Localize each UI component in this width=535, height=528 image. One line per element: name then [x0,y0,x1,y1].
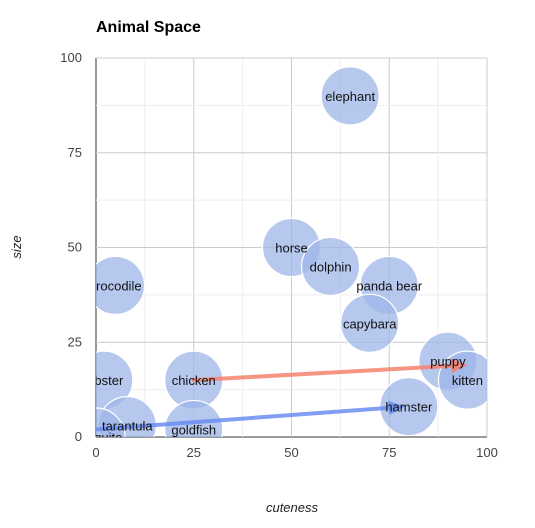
y-tick-label: 0 [75,429,82,444]
x-axis-label: cuteness [266,500,319,515]
data-point-label: panda bear [356,278,422,293]
data-point-label: goldfish [171,422,216,437]
arrow-head [388,400,405,415]
y-axis-label: size [9,235,24,258]
data-point-label: capybara [343,316,397,331]
data-point [301,236,361,297]
x-tick-label: 0 [92,445,99,460]
data-point-label: horse [275,241,308,256]
data-point-label: lobster [84,373,124,388]
x-tick-label: 75 [382,445,396,460]
data-point [96,255,146,315]
data-point [320,66,380,126]
x-tick-label: 25 [187,445,201,460]
y-tick-label: 50 [68,240,82,255]
data-point-label: dolphin [310,259,352,274]
data-points [96,66,487,437]
data-point-label: hamster [385,400,433,415]
data-point-label: puppy [430,354,466,369]
data-point [340,293,400,353]
y-tick-label: 25 [68,334,82,349]
data-point-label: tarantula [102,419,153,434]
y-tick-label: 75 [68,145,82,160]
x-tick-label: 50 [284,445,298,460]
data-point-label: crocodile [90,278,142,293]
arrow-line [191,363,454,383]
arrow-head [451,358,468,373]
data-point-label: mosquito [70,430,123,445]
chart-title: Animal Space [96,19,201,36]
tick-labels: 0 25 50 75 100 0 25 50 75 100 [60,50,498,460]
data-point-label: elephant [325,89,375,104]
y-tick-label: 100 [60,50,82,65]
data-point-label: kitten [452,373,483,388]
x-tick-label: 100 [476,445,498,460]
data-point-label: chicken [172,373,216,388]
data-point [164,399,224,437]
arrow-line [96,405,391,432]
arrows [96,358,468,432]
